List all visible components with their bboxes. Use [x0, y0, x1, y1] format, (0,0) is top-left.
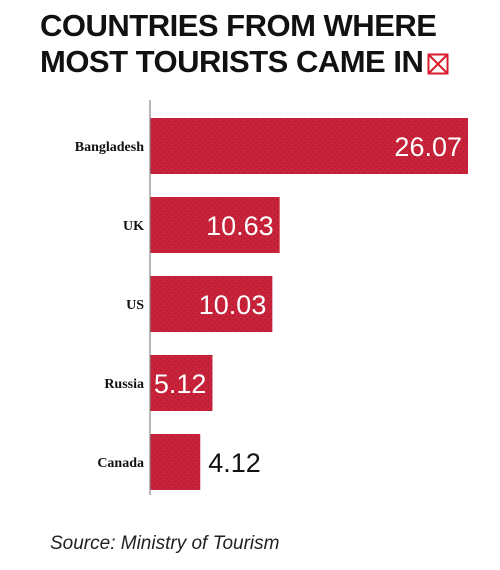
- category-label-us: US: [126, 298, 144, 313]
- title-line-1: COUNTRIES FROM WHERE: [40, 8, 437, 43]
- category-label-canada: Canada: [97, 456, 144, 471]
- bar-chart: Bangladesh 26.07 UK 10.63 US 10.03 Russia 5.12 C…: [75, 100, 468, 495]
- boxed-x-icon: [427, 47, 449, 83]
- bars-layer: Bangladesh 26.07 UK 10.63 US 10.03 Russia 5.12 C…: [75, 118, 468, 490]
- value-label-us: 10.03: [199, 290, 267, 320]
- bar-bangladesh: [150, 118, 468, 174]
- bar-uk: [150, 197, 280, 253]
- title-line-2-text: MOST TOURISTS CAME IN: [40, 44, 424, 79]
- chart-title: COUNTRIES FROM WHERE MOST TOURISTS CAME …: [40, 8, 480, 83]
- title-line-2: MOST TOURISTS CAME IN: [40, 44, 480, 83]
- value-label-bangladesh: 26.07: [394, 132, 462, 162]
- bar-russia: [150, 355, 213, 411]
- category-label-bangladesh: Bangladesh: [75, 140, 144, 155]
- source-note: Source: Ministry of Tourism: [50, 533, 280, 554]
- value-label-uk: 10.63: [206, 211, 274, 241]
- bar-canada: [150, 434, 201, 490]
- bar-us: [150, 276, 273, 332]
- value-label-russia: 5.12: [154, 369, 207, 399]
- category-label-uk: UK: [123, 219, 144, 234]
- category-label-russia: Russia: [104, 377, 144, 392]
- value-label-canada: 4.12: [208, 448, 261, 478]
